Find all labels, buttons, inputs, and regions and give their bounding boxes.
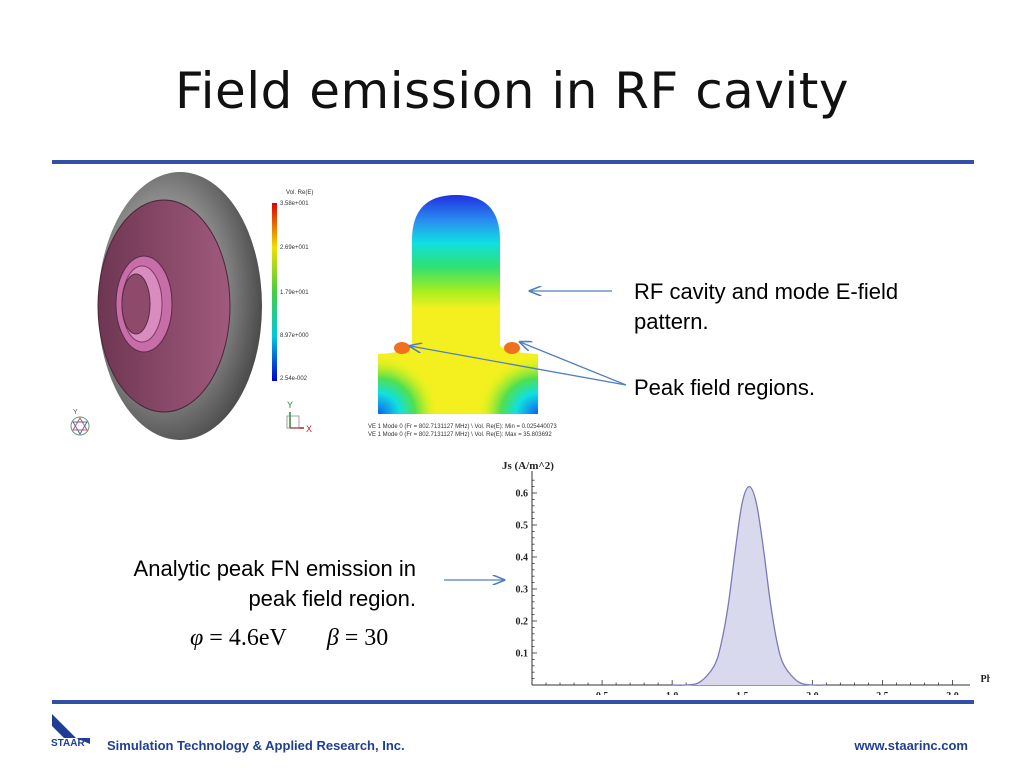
series-area bbox=[672, 486, 827, 686]
x-tick-label: 2.0 bbox=[806, 691, 819, 695]
beam-pipe-inner bbox=[121, 273, 151, 335]
y-tick-label: 0.3 bbox=[516, 585, 529, 596]
triad-x-label: X bbox=[306, 424, 313, 434]
series-line bbox=[672, 485, 827, 686]
x-axis-label: Phase Angle (rad.) bbox=[980, 674, 990, 685]
x-tick-label: 0.5 bbox=[596, 691, 609, 695]
slide-title: Field emission in RF cavity bbox=[175, 62, 849, 120]
footer-divider bbox=[52, 700, 974, 704]
x-tick-label: 1.5 bbox=[736, 691, 749, 695]
solver-info-line: VE 1 Mode 0 (Fr = 802.7131127 MHz) \ Vol… bbox=[368, 424, 557, 430]
analytic-annotation-line2: peak field region. bbox=[248, 586, 416, 611]
colorbar-title: Vol. Re(E) bbox=[286, 190, 314, 196]
footer-organization: Simulation Technology & Applied Research… bbox=[107, 738, 405, 753]
y-tick-label: 0.5 bbox=[516, 521, 529, 532]
y-axis-label: Js (A/m^2) bbox=[502, 460, 554, 472]
y-tick-label: 0.2 bbox=[516, 617, 529, 628]
colorbar-tick: 3.58e+001 bbox=[280, 201, 309, 207]
logo-text: STAAR bbox=[51, 738, 85, 749]
y-tick-label: 0.4 bbox=[516, 553, 529, 564]
beta-symbol: β bbox=[326, 625, 339, 651]
arrow-to-left-peak bbox=[410, 346, 627, 386]
fn-emission-chart: 0.5 1.0 1.5 2.0 2.5 3.0 0.1 0.2 0.3 0.4 0.5 0.6 Js (… bbox=[502, 460, 990, 695]
footer-website-link[interactable]: www.staarinc.com bbox=[854, 738, 968, 753]
analytic-annotation-line1: Analytic peak FN emission in bbox=[133, 556, 416, 581]
emission-parameters: φ = 4.6eV β = 30 bbox=[190, 625, 388, 652]
e-field-pattern-render bbox=[378, 195, 538, 414]
phi-symbol: φ bbox=[190, 625, 204, 651]
staar-logo: STAAR bbox=[51, 714, 90, 749]
svg-text:Y: Y bbox=[73, 409, 78, 416]
beta-value: = 30 bbox=[344, 625, 389, 651]
colorbar-tick: 1.79e+001 bbox=[280, 290, 309, 296]
y-tick-label: 0.6 bbox=[516, 489, 529, 500]
phi-value: = 4.6eV bbox=[209, 625, 287, 651]
peak-regions-annotation: Peak field regions. bbox=[634, 375, 815, 400]
solver-info-line: VE 1 Mode 0 (Fr = 802.7131127 MHz) \ Vol… bbox=[368, 432, 552, 438]
title-divider bbox=[52, 160, 974, 164]
orientation-glyph-icon bbox=[70, 416, 90, 436]
cavity-3d-render: Y bbox=[70, 172, 262, 440]
colorbar bbox=[272, 203, 277, 381]
x-tick-label: 1.0 bbox=[666, 691, 679, 695]
x-tick-label: 3.0 bbox=[946, 691, 959, 695]
colorbar-tick: 2.69e+001 bbox=[280, 245, 309, 251]
axis-triad-icon bbox=[286, 412, 304, 429]
cavity-mode-annotation: RF cavity and mode E-field pattern. bbox=[634, 279, 899, 334]
triad-y-label: Y bbox=[287, 400, 294, 410]
colorbar-tick: 2.54e-002 bbox=[280, 376, 308, 382]
x-tick-label: 2.5 bbox=[876, 691, 889, 695]
colorbar-tick: 8.97e+000 bbox=[280, 333, 309, 339]
y-tick-label: 0.1 bbox=[516, 649, 529, 660]
arrow-to-right-peak bbox=[520, 342, 627, 386]
peak-field-spot-right bbox=[504, 342, 520, 354]
peak-field-spot-left bbox=[394, 342, 410, 354]
